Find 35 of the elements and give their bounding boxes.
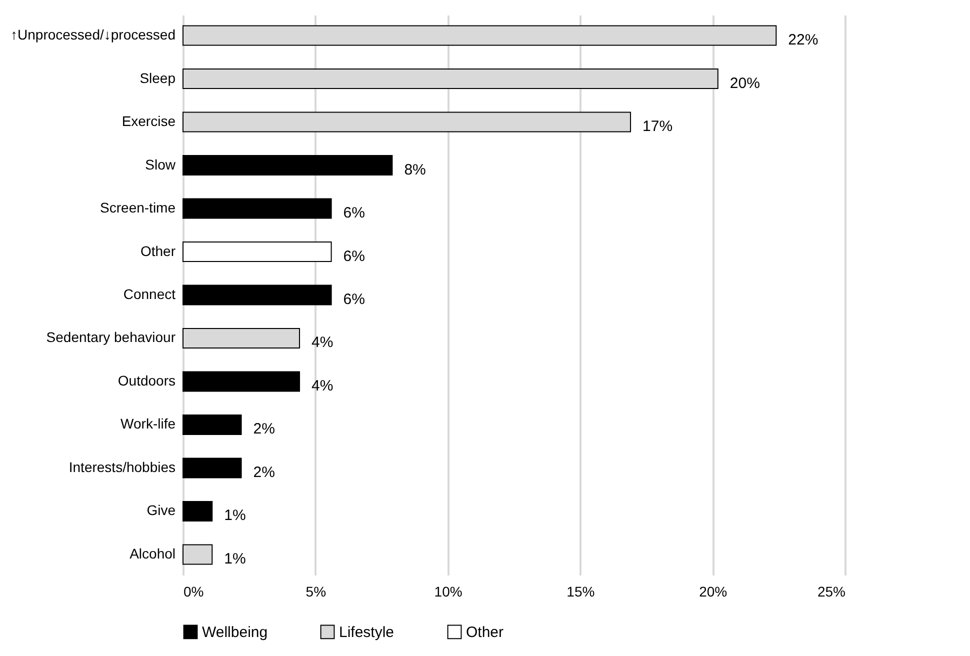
y-tick-label: Sedentary behaviour: [46, 329, 176, 346]
data-label: 6%: [343, 204, 365, 222]
data-label: 1%: [224, 507, 246, 524]
x-tick-label: 20%: [699, 584, 728, 600]
x-tick-label: 5%: [306, 584, 326, 600]
y-tick-label: Other: [140, 242, 176, 259]
y-tick-label: Outdoors: [118, 372, 176, 388]
data-label: 17%: [642, 118, 673, 136]
y-tick-label: Alcohol: [130, 545, 176, 562]
legend-label: Other: [466, 624, 504, 641]
y-tick-label: Connect: [123, 286, 176, 302]
y-tick-label: Exercise: [122, 113, 176, 130]
y-tick-label: Slow: [145, 156, 176, 172]
y-tick-label: Sleep: [140, 70, 176, 86]
y-tick-label: Screen-time: [100, 200, 176, 216]
legend-label: Lifestyle: [339, 624, 394, 641]
data-label: 6%: [343, 291, 365, 308]
data-label: 20%: [730, 74, 760, 92]
y-tick-label: Give: [146, 502, 176, 518]
data-label: 22%: [788, 32, 818, 49]
data-label: 2%: [253, 420, 275, 438]
x-tick-label: 0%: [184, 584, 204, 600]
data-label: 4%: [312, 377, 334, 394]
x-tick-label: 25%: [817, 584, 846, 600]
y-tick-label: ↑Unprocessed/↓processed: [10, 26, 176, 43]
x-tick-label: 15%: [566, 584, 595, 600]
data-label: 4%: [312, 334, 334, 352]
y-tick-label: Interests/hobbies: [68, 458, 176, 475]
legend-label: Wellbeing: [202, 624, 268, 641]
data-label: 2%: [253, 464, 275, 481]
x-tick-label: 10%: [434, 584, 462, 600]
y-tick-label: Work-life: [120, 416, 176, 432]
data-label: 8%: [404, 161, 426, 178]
data-label: 6%: [343, 248, 365, 265]
data-label: 1%: [224, 550, 246, 568]
